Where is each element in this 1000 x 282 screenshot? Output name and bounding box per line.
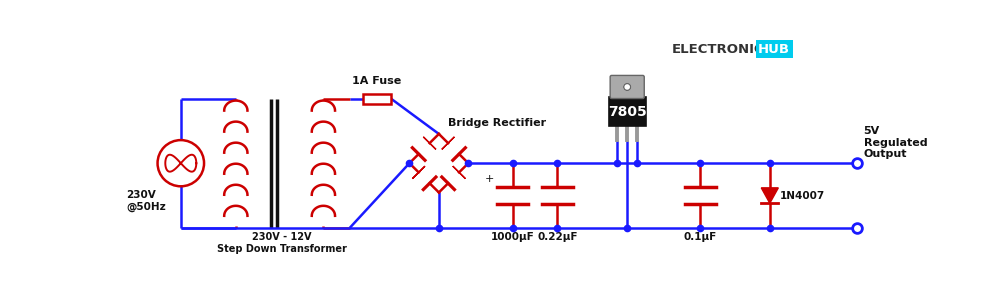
Polygon shape [423, 137, 436, 149]
Text: 5V
Regulated
Output: 5V Regulated Output [864, 126, 927, 159]
Polygon shape [412, 166, 425, 179]
FancyBboxPatch shape [609, 97, 646, 126]
Text: 1000μF: 1000μF [491, 232, 534, 242]
FancyBboxPatch shape [610, 75, 644, 98]
Polygon shape [442, 137, 454, 149]
FancyBboxPatch shape [363, 94, 391, 103]
Text: 0.22μF: 0.22μF [537, 232, 578, 242]
Text: ELECTRONICS: ELECTRONICS [671, 43, 774, 56]
Polygon shape [453, 166, 465, 179]
Text: HUB: HUB [758, 43, 790, 56]
Circle shape [624, 83, 631, 91]
Text: 230V
@50Hz: 230V @50Hz [127, 190, 166, 212]
Text: 1A Fuse: 1A Fuse [352, 76, 402, 86]
Text: 7805: 7805 [608, 105, 647, 119]
Text: 1N4007: 1N4007 [780, 191, 825, 201]
Polygon shape [761, 188, 778, 203]
Text: +: + [485, 174, 494, 184]
Text: 230V - 12V
Step Down Transformer: 230V - 12V Step Down Transformer [217, 232, 346, 254]
Text: 0.1μF: 0.1μF [683, 232, 717, 242]
Text: Bridge Rectifier: Bridge Rectifier [448, 118, 546, 128]
